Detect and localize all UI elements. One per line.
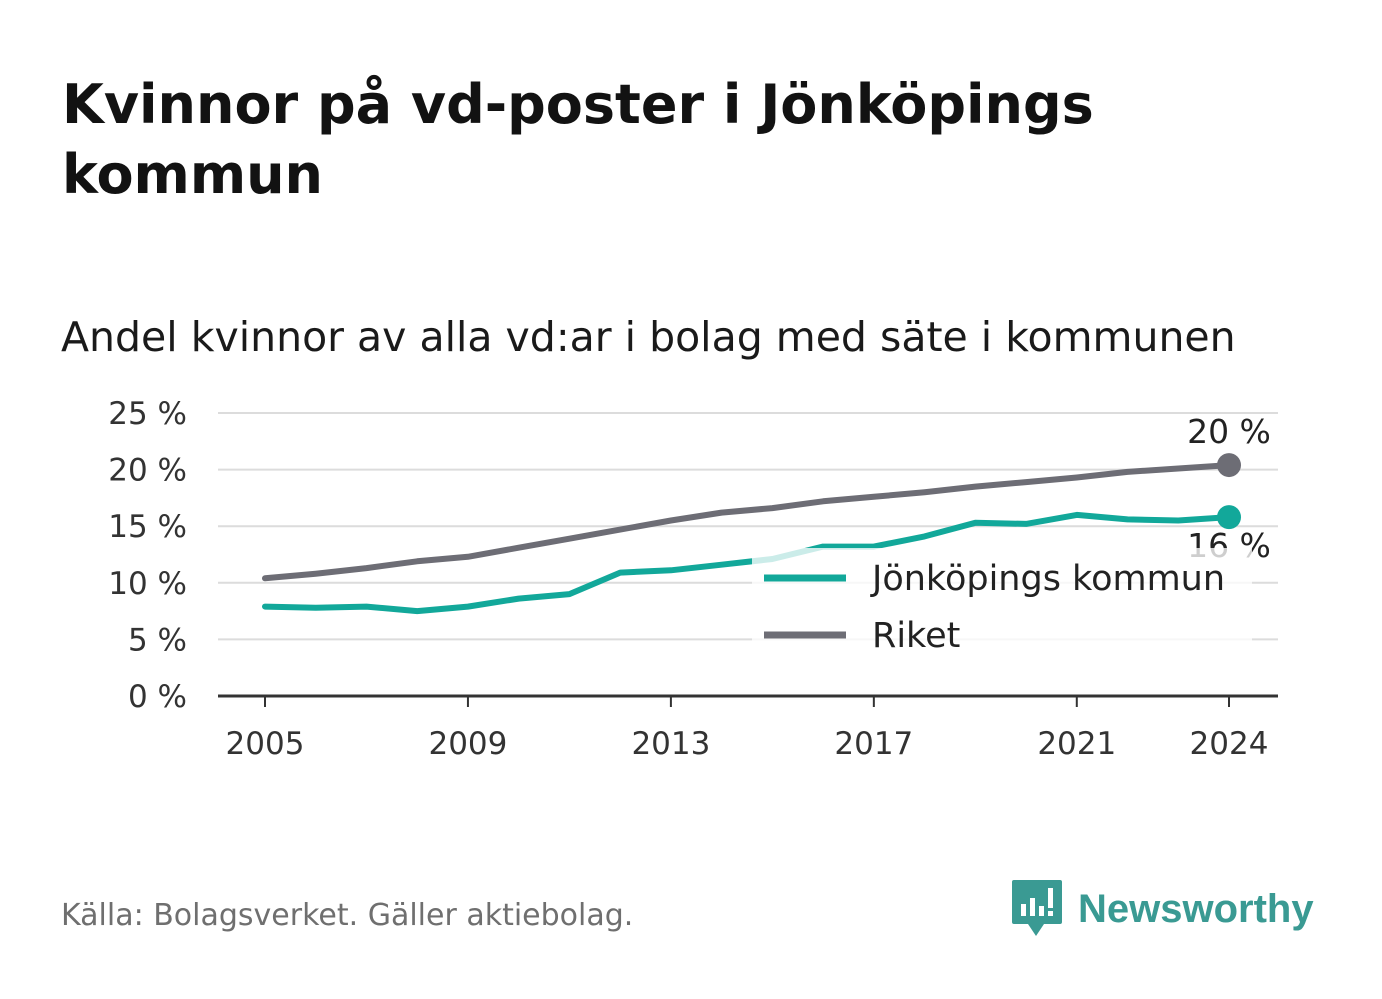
x-tick-label: 2024 xyxy=(1190,726,1269,762)
x-tick-label: 2005 xyxy=(226,726,305,762)
chart-subtitle: Andel kvinnor av alla vd:ar i bolag med … xyxy=(61,313,1236,361)
y-tick-label: 5 % xyxy=(128,622,187,658)
newsworthy-logo-icon xyxy=(1012,880,1062,936)
series-line-j-nk-pings-kommun xyxy=(262,511,1232,615)
legend-label: Riket xyxy=(872,616,960,656)
series-line-riket xyxy=(262,462,1232,582)
brand-logo: Newsworthy xyxy=(1010,878,1314,940)
x-tick-label: 2009 xyxy=(428,726,507,762)
end-point-marker xyxy=(1217,505,1241,530)
x-tick-label: 2013 xyxy=(631,726,710,762)
y-tick-label: 15 % xyxy=(108,509,187,545)
end-value-label: 20 % xyxy=(1187,412,1271,451)
y-tick-label: 10 % xyxy=(108,566,187,602)
end-point-marker xyxy=(1217,453,1241,478)
source-note: Källa: Bolagsverket. Gäller aktiebolag. xyxy=(61,898,634,933)
y-tick-label: 25 % xyxy=(108,396,187,432)
y-tick-label: 0 % xyxy=(128,679,187,715)
legend-label: Jönköpings kommun xyxy=(870,559,1225,599)
chart-title: Kvinnor på vd-poster i Jönköpings kommun xyxy=(62,73,1094,206)
y-tick-label: 20 % xyxy=(108,453,187,489)
legend-background xyxy=(752,548,1252,666)
x-tick-label: 2017 xyxy=(834,726,913,762)
brand-name: Newsworthy xyxy=(1078,887,1314,931)
x-tick-label: 2021 xyxy=(1037,726,1116,762)
